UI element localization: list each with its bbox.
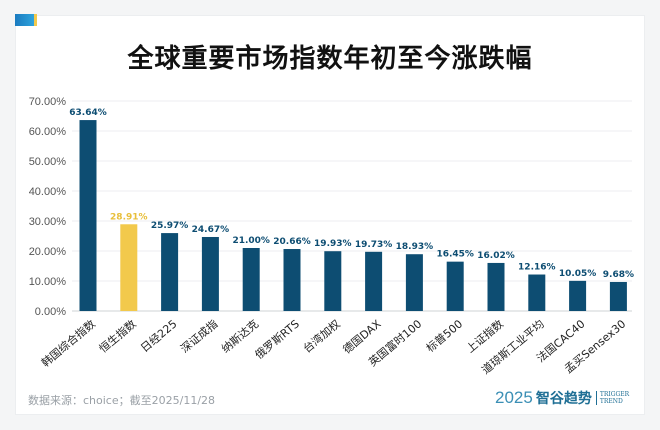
- y-tick-label: 0.00%: [35, 306, 66, 318]
- data-label: 25.97%: [151, 221, 189, 231]
- y-tick-label: 10.00%: [29, 276, 67, 288]
- data-label: 9.68%: [603, 270, 634, 280]
- bar: [242, 248, 260, 311]
- data-label: 20.66%: [273, 237, 311, 247]
- data-label: 21.00%: [232, 236, 270, 246]
- bar: [609, 281, 627, 311]
- data-label: 19.93%: [314, 239, 352, 249]
- brand-name: 智谷趋势: [535, 391, 592, 407]
- y-tick-label: 40.00%: [29, 186, 67, 198]
- brand-year: 2025: [495, 388, 533, 407]
- bar: [283, 249, 301, 311]
- x-tick-label: 恒生指数: [96, 317, 139, 356]
- bar: [201, 236, 219, 311]
- x-tick-label: 俄罗斯RTS: [253, 317, 302, 361]
- data-label: 28.91%: [110, 212, 148, 222]
- data-label: 16.02%: [477, 251, 515, 261]
- data-label: 16.45%: [436, 250, 474, 260]
- chart-card: [15, 15, 645, 415]
- data-label: 24.67%: [192, 225, 230, 235]
- x-tick-label: 标普500: [423, 317, 465, 355]
- data-label: 12.16%: [518, 263, 556, 273]
- data-label: 19.73%: [355, 240, 393, 250]
- bar: [161, 233, 179, 311]
- data-label: 18.93%: [396, 242, 434, 252]
- corner-accent-yellow: [34, 14, 37, 26]
- data-label: 63.64%: [69, 108, 107, 118]
- y-tick-label: 20.00%: [29, 246, 67, 258]
- bar: [446, 261, 464, 311]
- chart-title: 全球重要市场指数年初至今涨跌幅: [127, 44, 533, 74]
- bar: [79, 120, 97, 311]
- bar: [569, 280, 587, 311]
- y-tick-label: 50.00%: [29, 156, 67, 168]
- bar: [487, 262, 505, 311]
- bar: [528, 274, 546, 311]
- data-label: 10.05%: [559, 269, 597, 279]
- brand-english: TRIGGER TREND: [595, 391, 629, 405]
- x-tick-label: 台湾加权: [300, 317, 343, 356]
- data-source: 数据来源：choice；截至2025/11/28: [28, 394, 216, 407]
- y-tick-label: 70.00%: [29, 96, 67, 108]
- bar: [120, 224, 138, 311]
- y-tick-label: 60.00%: [29, 126, 67, 138]
- bar: [365, 251, 383, 311]
- x-tick-label: 深证成指: [178, 317, 221, 356]
- x-tick-label: 韩国综合指数: [38, 317, 98, 370]
- x-tick-label: 日经225: [138, 317, 179, 355]
- bar: [405, 254, 423, 311]
- bar: [324, 251, 342, 311]
- y-tick-label: 30.00%: [29, 216, 67, 228]
- brand-logo: 2025 智谷趋势 TRIGGER TREND: [495, 388, 629, 408]
- corner-accent: [15, 14, 34, 26]
